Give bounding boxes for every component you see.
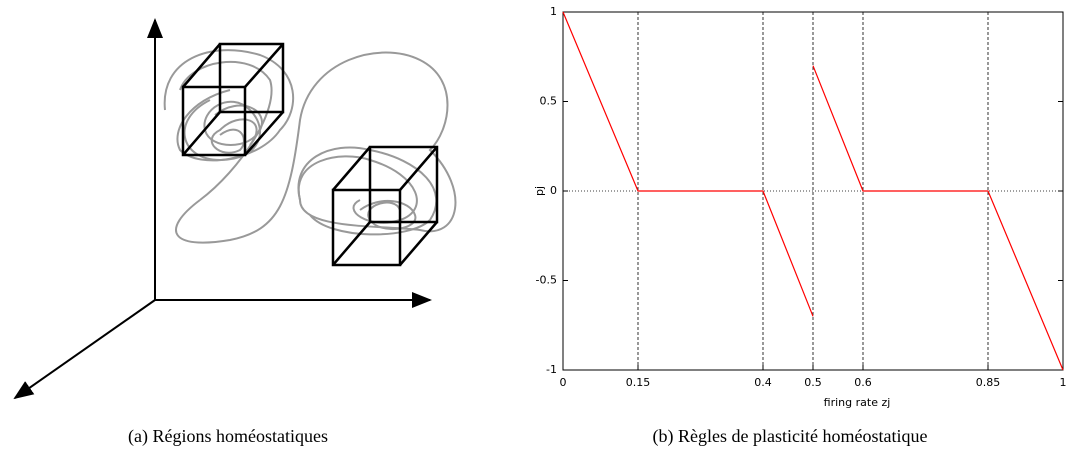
diagram-regions xyxy=(13,18,457,400)
y-tick-label: -1 xyxy=(546,363,557,376)
x-tick-label: 0.5 xyxy=(804,376,822,389)
x-tick-label: 0 xyxy=(560,376,567,389)
x-axis-label: firing rate zj xyxy=(824,396,891,409)
y-axis-label: pj xyxy=(533,186,546,196)
plot: 0 0.15 0.4 0.5 0.6 0.85 1 -1 -0.5 0 0.5 1 xyxy=(536,5,1067,389)
y-tick-label: -0.5 xyxy=(536,274,557,287)
caption-a: (a) Régions homéostatiques xyxy=(128,426,328,447)
x-tick-label: 0.4 xyxy=(754,376,772,389)
data-line xyxy=(562,11,1064,371)
x-tick-label: 0.6 xyxy=(854,376,872,389)
y-tick-label: 1 xyxy=(550,5,557,18)
y-tick-label: 0.5 xyxy=(540,95,558,108)
plot-frame xyxy=(562,11,1064,371)
x-tick-label: 1 xyxy=(1060,376,1067,389)
y-tick-label: 0 xyxy=(550,184,557,197)
caption-b: (b) Règles de plasticité homéostatique xyxy=(653,426,928,447)
x-tick-label: 0.15 xyxy=(626,376,651,389)
x-tick-label: 0.85 xyxy=(976,376,1001,389)
